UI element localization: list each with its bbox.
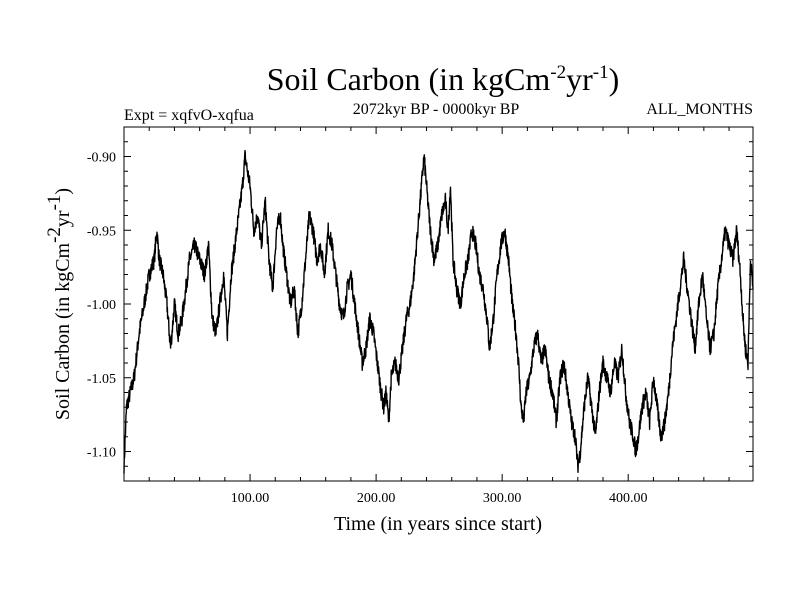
chart-subtitle: 2072kyr BP - 0000kyr BP (353, 101, 520, 118)
y-tick-label: -1.00 (87, 298, 116, 313)
data-series-line (123, 149, 754, 474)
x-tick-label: 300.00 (483, 491, 522, 506)
x-tick-label: 100.00 (231, 491, 270, 506)
chart-title: Soil Carbon (in kgCm-2yr-1) (267, 61, 620, 97)
y-tick-label: -0.95 (87, 224, 116, 239)
months-label: ALL_MONTHS (646, 101, 753, 118)
x-tick-label: 200.00 (357, 491, 396, 506)
y-tick-label: -1.05 (87, 372, 116, 387)
x-tick-label: 400.00 (609, 491, 648, 506)
y-axis-label: Soil Carbon (in kgCm-2yr-1) (44, 188, 74, 420)
x-axis-label: Time (in years since start) (334, 513, 542, 535)
experiment-label: Expt = xqfvO-xqfua (124, 107, 254, 124)
y-tick-label: -0.90 (87, 151, 116, 166)
axis-ticks: -0.90 -0.95 -1.00 -1.05 -1.10 100.00 200.00 300… (87, 126, 753, 506)
y-tick-label: -1.10 (87, 446, 116, 461)
